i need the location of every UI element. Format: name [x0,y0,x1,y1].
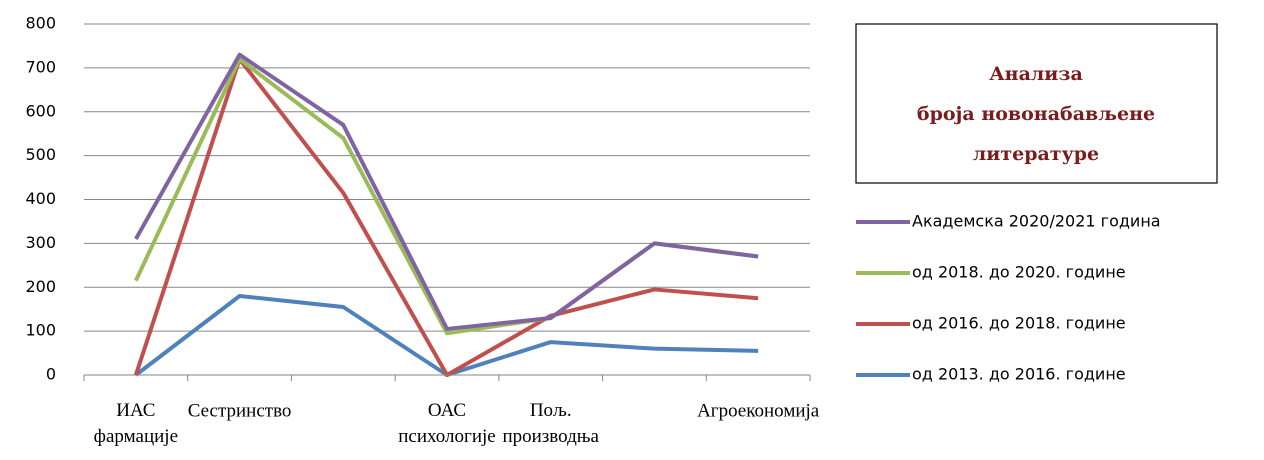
x-tick-label: Сестринство [188,400,292,421]
legend-label: од 2016. до 2018. године [912,314,1126,333]
x-tick-label: ИАС фармације [94,400,178,447]
x-tick-label: Агроекономија [697,400,820,421]
y-tick-label: 800 [25,14,56,33]
title-box [855,23,1218,184]
y-tick-label: 200 [25,277,56,296]
series-line [134,294,759,377]
y-tick-label: 400 [25,189,56,208]
y-tick-label: 700 [25,57,56,76]
y-tick-label: 300 [25,233,56,252]
chart-title: броја новонабављене [917,103,1155,125]
series-line [134,52,759,331]
x-tick-label: Пољ. производња [502,400,599,447]
y-tick-label: 600 [25,101,56,120]
x-tick-label: ОАС психологије [398,400,495,447]
chart-title: литературе [973,143,1099,165]
legend-label: Академска 2020/2021 година [912,212,1161,231]
y-tick-label: 500 [25,145,56,164]
chart-title: Анализа [989,63,1083,85]
y-tick-label: 100 [25,321,56,340]
legend-label: од 2013. до 2016. године [912,365,1126,384]
legend-label: од 2018. до 2020. године [912,263,1126,282]
y-tick-label: 0 [46,365,56,384]
